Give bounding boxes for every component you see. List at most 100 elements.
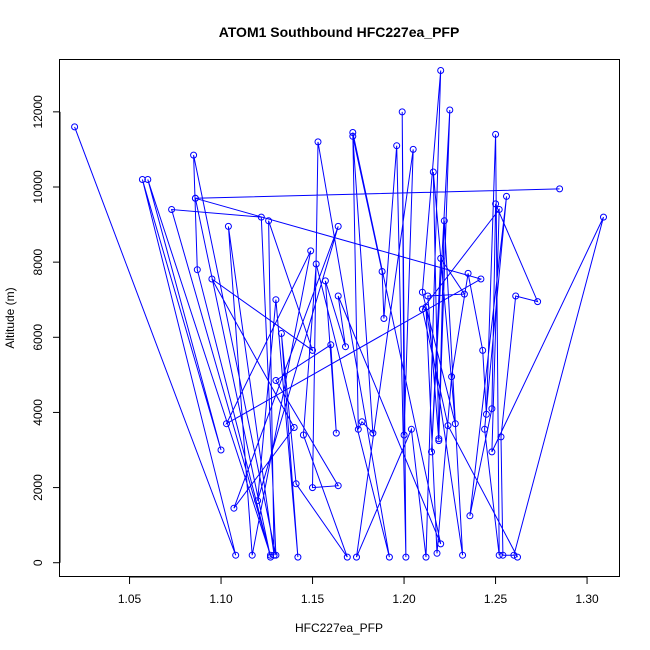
data-point: [418, 305, 426, 313]
data-point: [321, 277, 329, 285]
data-point: [248, 551, 256, 559]
data-point: [448, 373, 456, 381]
data-point: [270, 551, 278, 559]
data-point: [191, 194, 199, 202]
data-point: [334, 482, 342, 490]
data-point: [495, 551, 503, 559]
data-point: [342, 343, 349, 351]
data-point: [464, 269, 472, 277]
data-point: [503, 192, 510, 200]
data-point: [168, 206, 176, 213]
data-point: [369, 429, 377, 437]
data-point: [327, 341, 335, 349]
data-point: [437, 67, 445, 74]
data-point: [294, 553, 302, 561]
data-point: [224, 222, 232, 230]
data-point: [299, 431, 307, 439]
data-point: [402, 553, 410, 561]
data-point: [407, 425, 415, 433]
data-point: [290, 424, 298, 431]
data-point: [460, 290, 468, 298]
data-point: [230, 504, 238, 512]
y-tick-label: 12000: [31, 95, 45, 129]
data-point: [307, 247, 315, 255]
x-tick-label: 1.20: [392, 592, 416, 606]
data-point: [267, 553, 274, 561]
data-point: [600, 213, 607, 221]
chart-title: ATOM1 Southbound HFC227ea_PFP: [219, 24, 460, 40]
y-tick-label: 0: [31, 559, 45, 566]
data-point: [265, 217, 273, 225]
data-point: [510, 551, 518, 559]
data-point: [343, 553, 351, 561]
data-point: [144, 176, 152, 183]
series-line: [74, 70, 604, 558]
data-point: [444, 422, 452, 430]
data-point: [272, 296, 280, 304]
data-point: [393, 142, 401, 150]
data-point: [428, 448, 435, 456]
y-tick-label: 4000: [31, 399, 45, 426]
data-point: [314, 138, 322, 146]
x-axis-label: HFC227ea_PFP: [295, 621, 383, 635]
x-axis: 1.05 1.10 1.15 1.20 1.25 1.30: [118, 576, 599, 606]
data-point: [435, 437, 443, 445]
x-tick-label: 1.05: [118, 592, 142, 606]
x-tick-label: 1.25: [484, 592, 508, 606]
series-layer: [74, 70, 604, 558]
data-point: [482, 410, 490, 418]
data-point: [398, 108, 406, 116]
x-tick-label: 1.30: [575, 592, 599, 606]
y-tick-label: 10000: [31, 170, 45, 204]
data-point: [358, 418, 366, 426]
x-tick-label: 1.10: [209, 592, 233, 606]
data-point: [477, 275, 485, 283]
data-point: [349, 129, 357, 136]
data-point: [385, 553, 393, 561]
data-point: [429, 168, 437, 176]
data-point: [138, 176, 146, 183]
data-point: [217, 446, 225, 454]
data-point: [223, 420, 230, 428]
data-point: [479, 346, 487, 354]
data-point: [378, 268, 386, 275]
data-point: [499, 551, 507, 559]
points-layer: [71, 67, 607, 561]
data-point: [349, 132, 357, 140]
data-point: [254, 497, 262, 505]
data-point: [556, 185, 564, 193]
data-point: [292, 480, 300, 488]
data-point: [312, 260, 320, 268]
data-point: [495, 206, 503, 213]
data-point: [451, 420, 459, 428]
data-point: [334, 222, 342, 230]
data-point: [309, 484, 316, 492]
y-axis-label: Altitude (m): [3, 287, 17, 348]
data-point: [193, 266, 201, 274]
data-point: [257, 213, 265, 221]
data-point: [400, 431, 408, 439]
x-tick-label: 1.15: [301, 592, 325, 606]
data-point: [481, 425, 489, 433]
data-point: [353, 553, 360, 561]
data-point: [190, 151, 198, 159]
y-axis: 0 2000 4000 6000 8000 10000 12000: [31, 95, 61, 566]
data-point: [418, 288, 426, 296]
plot-frame: [59, 59, 620, 577]
data-point: [422, 303, 430, 311]
data-point: [272, 377, 280, 384]
data-point: [459, 551, 467, 559]
data-point: [309, 346, 316, 354]
data-point: [440, 217, 448, 225]
data-point: [492, 200, 500, 208]
data-point: [334, 292, 342, 300]
data-point: [208, 275, 216, 283]
data-point: [380, 315, 388, 322]
data-point: [488, 448, 496, 456]
y-tick-label: 8000: [31, 248, 45, 275]
data-point: [446, 106, 454, 114]
data-point: [409, 145, 417, 153]
data-point: [422, 553, 430, 561]
data-point: [354, 425, 362, 433]
